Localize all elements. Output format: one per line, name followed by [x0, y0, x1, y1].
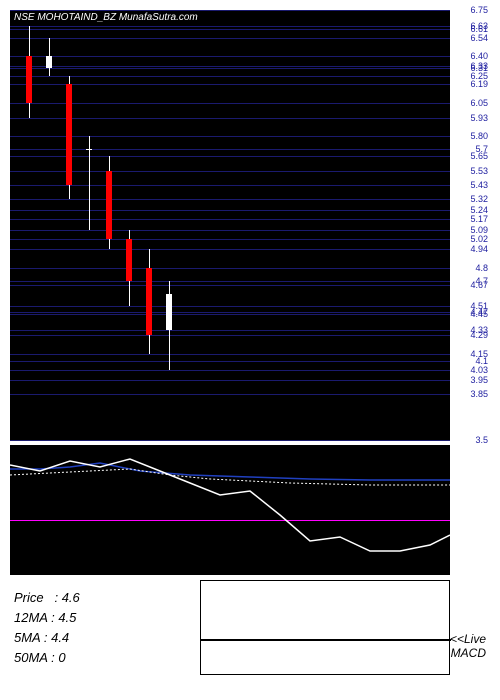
- gridline: [10, 29, 450, 30]
- gridline: [10, 249, 450, 250]
- y-tick-label: 6.54: [470, 34, 488, 43]
- candle-body: [86, 149, 92, 150]
- y-tick-label: 5.65: [470, 152, 488, 161]
- candle-body: [66, 84, 72, 185]
- y-tick-label: 4.03: [470, 366, 488, 375]
- y-tick-label: 4.29: [470, 331, 488, 340]
- gridline: [10, 56, 450, 57]
- ma5-row: 5MA : 4.4: [14, 630, 69, 645]
- candle-body: [106, 171, 112, 238]
- gridline: [10, 239, 450, 240]
- gridline: [10, 394, 450, 395]
- y-tick-label: 4.8: [475, 264, 488, 273]
- y-tick-label: 5.80: [470, 132, 488, 141]
- candle-body: [126, 239, 132, 281]
- gridline: [10, 199, 450, 200]
- y-tick-label: 5.53: [470, 167, 488, 176]
- y-tick-label: 4.94: [470, 245, 488, 254]
- macd-panel: [10, 445, 450, 575]
- live-macd-label: <<Live MACD: [450, 632, 486, 660]
- gridline: [10, 156, 450, 157]
- gridline: [10, 312, 450, 313]
- gridline: [10, 268, 450, 269]
- candle-body: [26, 56, 32, 102]
- y-tick-label: 5.93: [470, 114, 488, 123]
- macd-text: MACD: [451, 646, 486, 660]
- gridline: [10, 185, 450, 186]
- candle-body: [46, 56, 52, 68]
- ma12-value: 4.5: [58, 610, 76, 625]
- gridline: [10, 361, 450, 362]
- candle-body: [166, 294, 172, 330]
- gridline: [10, 219, 450, 220]
- y-tick-label: 4.67: [470, 281, 488, 290]
- gridline: [10, 66, 450, 67]
- y-tick-label: 3.5: [475, 436, 488, 445]
- gridline: [10, 370, 450, 371]
- gridline: [10, 230, 450, 231]
- info-panel: Price : 4.6 12MA : 4.5 5MA : 4.4 50MA : …: [10, 580, 490, 690]
- y-tick-label: 5.32: [470, 195, 488, 204]
- y-tick-label: 6.19: [470, 80, 488, 89]
- price-label: Price: [14, 590, 44, 605]
- gridline: [10, 314, 450, 315]
- y-tick-label: 5.43: [470, 181, 488, 190]
- chart-title: NSE MOHOTAIND_BZ MunafaSutra.com: [14, 12, 198, 23]
- gridline: [10, 335, 450, 336]
- y-tick-label: 5.17: [470, 215, 488, 224]
- gridline: [10, 210, 450, 211]
- gridline: [10, 76, 450, 77]
- y-tick-label: 4.45: [470, 310, 488, 319]
- candlestick-chart: NSE MOHOTAIND_BZ MunafaSutra.com: [10, 10, 450, 440]
- candle-body: [146, 268, 152, 335]
- y-tick-label: 3.85: [470, 390, 488, 399]
- y-tick-label: 6.40: [470, 52, 488, 61]
- gridline: [10, 38, 450, 39]
- gridline: [10, 149, 450, 150]
- live-text: <<Live: [450, 632, 486, 646]
- gridline: [10, 285, 450, 286]
- gridline: [10, 306, 450, 307]
- gridline: [10, 10, 450, 11]
- info-box: [200, 580, 450, 675]
- ma5-value: 4.4: [51, 630, 69, 645]
- info-box-divider: [201, 639, 451, 641]
- ma5-label: 5MA: [14, 630, 40, 645]
- y-tick-label: 5.02: [470, 235, 488, 244]
- gridline: [10, 380, 450, 381]
- gridline: [10, 281, 450, 282]
- price-value: 4.6: [62, 590, 80, 605]
- gridline: [10, 136, 450, 137]
- gridline: [10, 103, 450, 104]
- gridline: [10, 330, 450, 331]
- macd-lines: [10, 445, 450, 575]
- gridline: [10, 26, 450, 27]
- gridline: [10, 171, 450, 172]
- gridline: [10, 440, 450, 441]
- gridline: [10, 118, 450, 119]
- ma50-label: 50MA: [14, 650, 47, 665]
- ma50-value: 0: [58, 650, 65, 665]
- ma12-row: 12MA : 4.5: [14, 610, 76, 625]
- ma50-row: 50MA : 0: [14, 650, 66, 665]
- gridline: [10, 68, 450, 69]
- y-axis-labels: 6.756.636.616.546.406.336.316.256.196.05…: [450, 10, 490, 440]
- y-tick-label: 6.05: [470, 99, 488, 108]
- ma12-label: 12MA: [14, 610, 47, 625]
- gridline: [10, 84, 450, 85]
- gridline: [10, 354, 450, 355]
- y-tick-label: 6.75: [470, 6, 488, 15]
- price-row: Price : 4.6: [14, 590, 80, 605]
- chart-container: NSE MOHOTAIND_BZ MunafaSutra.com 6.756.6…: [0, 0, 500, 700]
- y-tick-label: 3.95: [470, 376, 488, 385]
